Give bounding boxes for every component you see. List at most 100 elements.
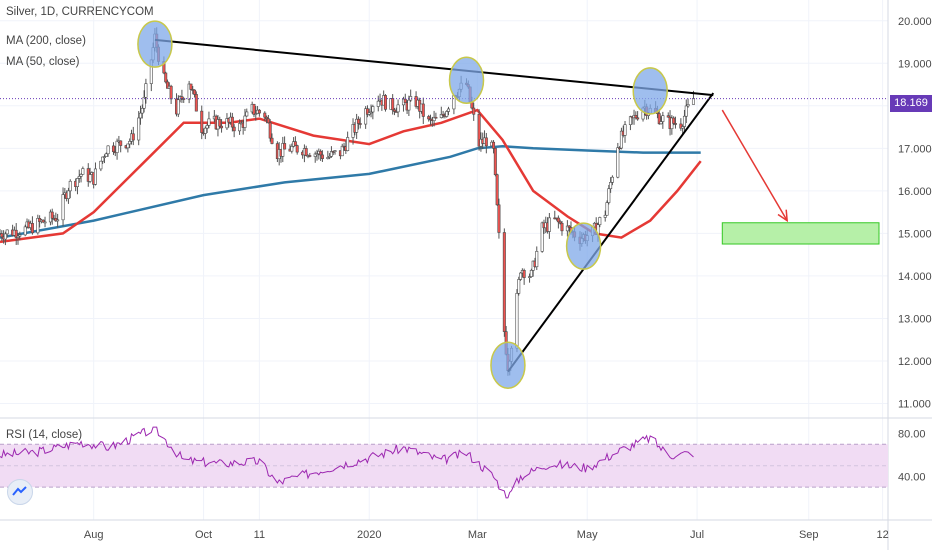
candle-body <box>607 188 611 203</box>
candle-body <box>441 113 445 116</box>
candle-body <box>502 232 506 332</box>
candle-body <box>558 221 562 224</box>
candle-body <box>659 121 663 125</box>
candle-body <box>257 109 261 114</box>
candle-body <box>333 150 337 152</box>
candle-body <box>131 133 135 141</box>
candle-body <box>36 218 40 234</box>
candle-body <box>540 222 544 252</box>
candle-body <box>383 95 387 110</box>
candle-body <box>657 113 661 125</box>
y-tick-label: 14.000 <box>898 271 932 283</box>
candle-body <box>517 279 521 294</box>
candle-body <box>200 110 204 133</box>
candle-body <box>492 141 496 149</box>
candle-body <box>403 98 407 104</box>
candle-body <box>434 116 438 119</box>
candle-body <box>603 214 607 218</box>
pivot-circle <box>565 222 602 270</box>
candle-body <box>93 168 97 185</box>
candle-body <box>115 140 119 153</box>
candle-body <box>293 141 297 146</box>
candle-body <box>270 137 274 144</box>
rsi-pane <box>0 426 888 499</box>
last-price-badge: 18.169 <box>890 95 932 112</box>
candle-body <box>16 235 20 238</box>
x-tick-label: May <box>577 529 598 541</box>
candle-body <box>439 113 443 118</box>
candle-body <box>232 126 236 132</box>
candle-body <box>477 113 481 147</box>
rsi-tick-label: 40.00 <box>898 471 926 483</box>
candle-body <box>610 176 614 183</box>
candle-body <box>30 223 34 234</box>
x-tick-label: Sep <box>799 529 819 541</box>
candle-body <box>104 153 108 157</box>
candle-body <box>369 111 373 114</box>
candle-body <box>447 108 451 112</box>
candle-body <box>207 118 211 126</box>
candle-body <box>268 122 272 139</box>
down-arrow <box>721 109 789 223</box>
tradingview-logo-icon[interactable] <box>7 479 33 505</box>
candle-body <box>605 202 609 216</box>
candle-body <box>14 229 18 238</box>
candle-body <box>180 96 184 99</box>
symbol-legend: Silver, 1D, CURRENCYCOM <box>6 6 154 18</box>
candle-body <box>326 157 330 159</box>
x-tick-label: 12 <box>876 529 888 541</box>
candle-body <box>218 119 222 127</box>
rsi-tick-label: 80.00 <box>898 429 926 441</box>
arrow-head <box>777 209 789 223</box>
target-zone-rect <box>721 222 880 245</box>
candle-body <box>493 148 497 176</box>
candle-body <box>0 233 4 238</box>
x-tick-label: Jul <box>690 529 704 541</box>
candle-body <box>304 148 308 156</box>
x-tick-label: 11 <box>254 529 265 541</box>
candle-body <box>623 124 627 136</box>
candle-body <box>560 222 564 232</box>
candle-body <box>421 103 425 117</box>
ma200-line <box>0 144 701 239</box>
candle-body <box>203 127 207 134</box>
candle-body <box>313 153 317 157</box>
arrow-shaft <box>721 109 788 222</box>
candle-body <box>3 233 7 240</box>
ma200-path <box>0 144 701 239</box>
candle-body <box>396 104 400 113</box>
candle-body <box>497 204 501 233</box>
candle-body <box>281 143 285 157</box>
candle-body <box>684 105 688 117</box>
candle-body <box>432 116 436 121</box>
pivot-circle <box>632 67 668 115</box>
candle-body <box>619 130 623 149</box>
pivot-circles <box>137 20 668 389</box>
candle-body <box>41 219 45 223</box>
candle-body <box>672 117 676 124</box>
candle-body <box>598 217 602 226</box>
candle-body <box>290 146 294 152</box>
candle-body <box>189 83 193 90</box>
candle-body <box>328 155 332 158</box>
candle-body <box>686 104 690 107</box>
candle-body <box>119 140 123 146</box>
candle-body <box>356 118 360 124</box>
candle-body <box>556 217 560 223</box>
y-tick-label: 20.000 <box>898 16 932 28</box>
candle-body <box>472 107 476 115</box>
candle-body <box>265 116 269 120</box>
candle-body <box>495 174 499 206</box>
candle-body <box>23 226 27 236</box>
candle-body <box>681 126 685 129</box>
ma200-legend: MA (200, close) <box>6 35 86 47</box>
candle-body <box>77 176 81 179</box>
candle-body <box>194 94 198 112</box>
candle-body <box>140 107 144 114</box>
candle-body <box>519 272 523 280</box>
candle-body <box>111 145 115 153</box>
candle-body <box>567 225 571 228</box>
x-tick-label: Mar <box>468 529 487 541</box>
